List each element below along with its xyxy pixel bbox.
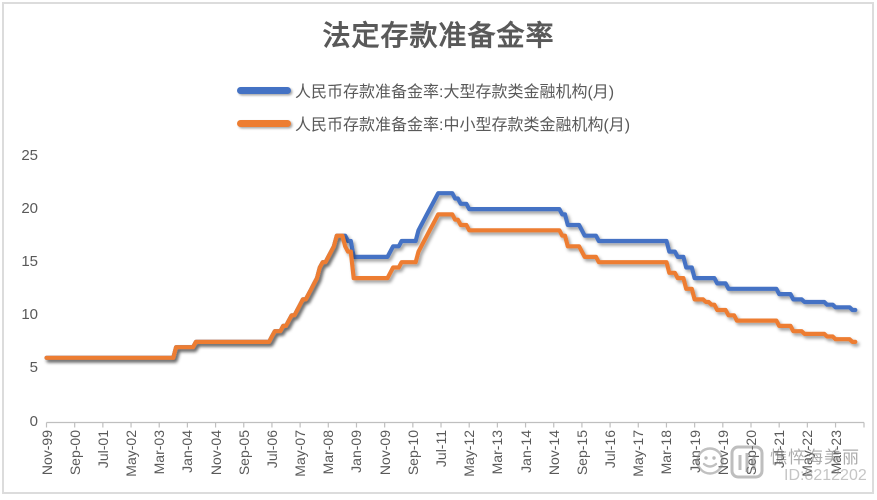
watermark-icons: [694, 443, 765, 481]
watermark-username: 憔悴海美丽: [770, 448, 860, 467]
legend-swatch-small-medium-banks-icon: [237, 119, 291, 127]
smiley-icon: [696, 447, 724, 475]
chart-title: 法定存款准备金率: [322, 20, 555, 51]
y-tick-label: 25: [21, 147, 38, 164]
watermark-text: 憔悴海美丽 ID:8212202: [770, 443, 867, 485]
legend-label-small-medium-banks: 人民币存款准备金率:中小型存款类金融机构(月): [295, 117, 631, 134]
x-axis-ticks: [45, 422, 865, 428]
y-tick-label: 0: [29, 412, 38, 430]
y-tick-label: 15: [21, 253, 38, 271]
y-tick-label: 5: [29, 359, 38, 377]
series-line-small-medium-banks: [44, 212, 858, 360]
watermark-id: ID:8212202: [784, 467, 867, 484]
legend-swatch-large-banks-icon: [237, 86, 291, 94]
watermark: 憔悴海美丽 ID:8212202: [694, 443, 867, 485]
series-line-large-banks: [44, 191, 858, 360]
y-tick-label: 20: [21, 200, 38, 218]
legend-label-large-banks: 人民币存款准备金率:大型存款类金融机构(月): [295, 84, 615, 101]
legend: 人民币存款准备金率:大型存款类金融机构(月) 人民币存款准备金率:中小型存款类金…: [237, 78, 630, 144]
legend-item-small-medium-banks: 人民币存款准备金率:中小型存款类金融机构(月): [237, 111, 630, 135]
legend-item-large-banks: 人民币存款准备金率:大型存款类金融机构(月): [237, 78, 630, 102]
toutiao-logo-icon: [730, 445, 764, 479]
y-tick-label: 10: [21, 306, 38, 324]
